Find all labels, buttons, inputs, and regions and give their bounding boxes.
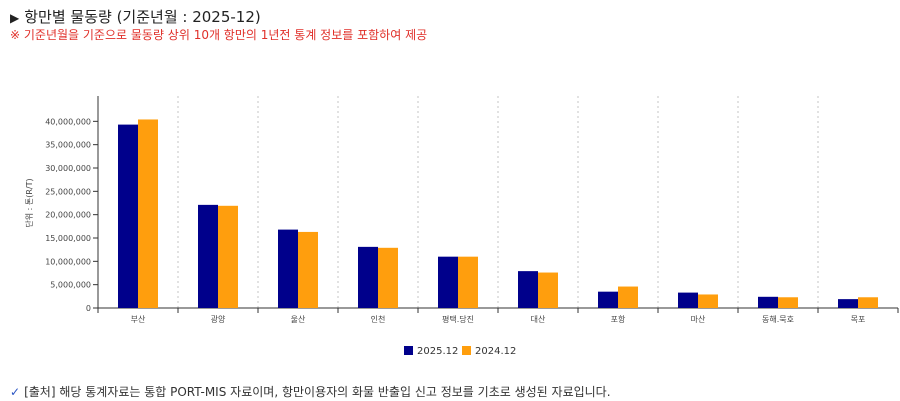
y-tick-label: 10,000,000 [45, 257, 91, 266]
bar-2025.12-광양 [198, 204, 218, 308]
gridlines [177, 96, 819, 308]
x-tick-label: 마산 [691, 314, 706, 324]
y-axis: 0 5,000,000 10,000,000 15,000,000 20,000,000… [24, 96, 99, 313]
x-tick-label: 동해.묵호 [762, 314, 794, 324]
notice-text: ※ 기준년월을 기준으로 물동량 상위 10개 항만의 1년전 통계 정보를 포… [10, 28, 428, 42]
bar-2024.12-대산 [538, 272, 558, 308]
bar-2024.12-마산 [698, 294, 718, 308]
page-title: ▶ 항만별 물동량 (기준년월 : 2025-12) [10, 6, 261, 27]
bar-2025.12-동해.묵호 [758, 296, 778, 308]
legend-label: 2025.12 [417, 346, 458, 357]
bar-2025.12-평택.당진 [438, 256, 458, 308]
y-tick-label: 40,000,000 [45, 117, 91, 126]
bar-2024.12-인천 [378, 247, 398, 308]
bar-2025.12-포항 [598, 291, 618, 308]
bar-2024.12-부산 [138, 119, 158, 308]
bar-2025.12-인천 [358, 246, 378, 308]
bar-2024.12-목포 [858, 297, 878, 308]
x-tick-label: 광양 [211, 314, 226, 324]
bar-2024.12-동해.묵호 [778, 297, 798, 308]
x-tick-label: 대산 [531, 314, 546, 324]
bar-2025.12-마산 [678, 292, 698, 308]
bar-2024.12-울산 [298, 231, 318, 308]
legend-swatch [404, 346, 413, 355]
check-icon: ✓ [10, 385, 21, 399]
y-tick-label: 25,000,000 [45, 187, 91, 196]
x-tick-label: 울산 [291, 314, 306, 324]
y-axis-title: 단위 : 톤(R/T) [24, 178, 34, 227]
y-tick-label: 30,000,000 [45, 164, 91, 173]
source-note: ✓ [출처] 해당 통계자료는 통합 PORT-MIS 자료이며, 항만이용자의 … [10, 383, 611, 400]
y-tick-label: 5,000,000 [50, 281, 91, 290]
y-tick-label: 0 [86, 304, 91, 313]
triangle-marker-icon: ▶ [10, 11, 20, 25]
bar-2024.12-평택.당진 [458, 256, 478, 308]
legend-label: 2024.12 [475, 346, 516, 357]
x-tick-label: 평택.당진 [442, 314, 474, 324]
bars [118, 119, 878, 308]
x-axis: 부산 광양 울산 인천 평택.당진 대산 포항 마산 동해.묵호 목포 [97, 307, 899, 324]
bar-2025.12-부산 [118, 124, 138, 308]
x-tick-label: 인천 [371, 314, 386, 324]
bar-2024.12-광양 [218, 205, 238, 308]
page-title-text: 항만별 물동량 (기준년월 : 2025-12) [24, 8, 261, 26]
source-text: [출처] 해당 통계자료는 통합 PORT-MIS 자료이며, 항만이용자의 화… [24, 385, 611, 399]
x-tick-label: 부산 [131, 314, 146, 324]
legend: 2025.12 2024.12 [404, 346, 516, 357]
bar-2025.12-대산 [518, 271, 538, 308]
bar-2024.12-포항 [618, 286, 638, 308]
y-tick-label: 15,000,000 [45, 234, 91, 243]
x-tick-label: 목포 [851, 315, 866, 324]
bar-2025.12-울산 [278, 229, 298, 308]
y-tick-label: 35,000,000 [45, 141, 91, 150]
bar-2025.12-목포 [838, 299, 858, 308]
y-tick-label: 20,000,000 [45, 211, 91, 220]
x-tick-label: 포항 [611, 315, 626, 324]
legend-swatch [462, 346, 471, 355]
